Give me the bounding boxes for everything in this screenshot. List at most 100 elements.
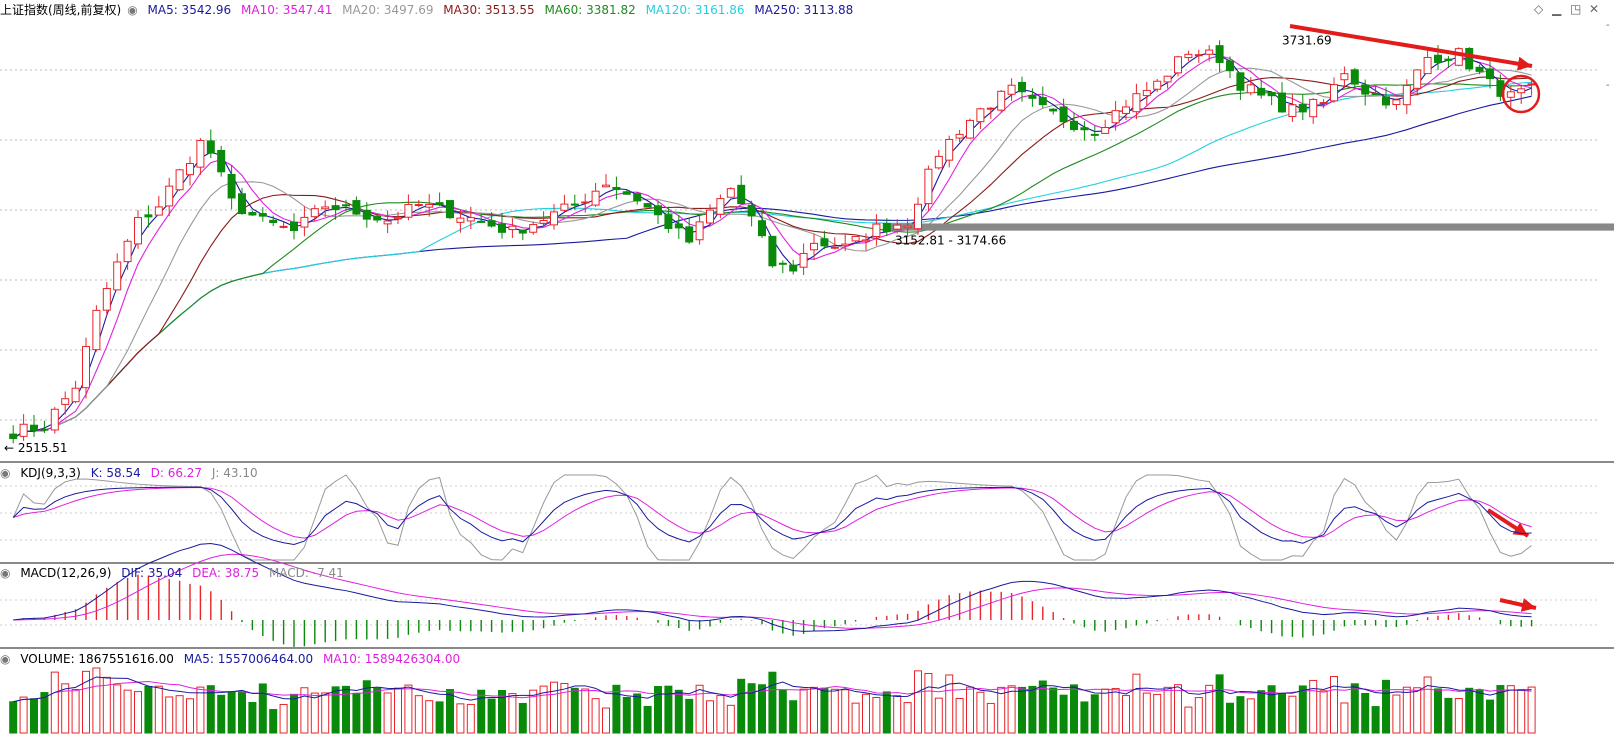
volume-bar bbox=[321, 692, 330, 734]
candle-body bbox=[778, 262, 787, 265]
volume-bar bbox=[539, 685, 548, 734]
candle-body bbox=[9, 433, 18, 440]
candle-body bbox=[529, 224, 538, 233]
volume-bar bbox=[518, 702, 527, 734]
candle-body bbox=[674, 223, 683, 229]
candle-body bbox=[810, 242, 818, 251]
volume-bar bbox=[1142, 692, 1151, 734]
volume-bar bbox=[1454, 698, 1463, 734]
volume-bar bbox=[1038, 680, 1047, 734]
candle-body bbox=[955, 133, 964, 139]
candle-body bbox=[1059, 106, 1068, 123]
candle-body bbox=[1101, 127, 1110, 134]
volume-bar bbox=[477, 689, 486, 734]
scroll-tick: - bbox=[1606, 80, 1610, 91]
candle-body bbox=[1517, 88, 1526, 94]
candle-body bbox=[227, 173, 236, 199]
diamond-icon[interactable]: ◇ bbox=[1534, 2, 1544, 16]
candle-body bbox=[352, 200, 361, 215]
volume-bar bbox=[1018, 686, 1026, 734]
candle-body bbox=[966, 119, 974, 139]
candle-body bbox=[154, 206, 163, 216]
volume-bar bbox=[810, 686, 818, 734]
candle-body bbox=[1392, 99, 1401, 106]
macd-dea-line bbox=[13, 553, 1532, 629]
candle-body bbox=[1402, 84, 1411, 106]
ma120-line bbox=[12, 81, 1532, 440]
candle-body bbox=[685, 226, 694, 243]
volume-bar bbox=[1330, 676, 1338, 734]
candle-body bbox=[1132, 93, 1141, 113]
kdj-k-label: K: 58.54 bbox=[90, 466, 141, 480]
candle-body bbox=[1122, 106, 1130, 114]
candle-body bbox=[1527, 83, 1536, 86]
candle-body bbox=[539, 219, 548, 224]
volume-bar bbox=[768, 671, 777, 734]
candle-body bbox=[383, 220, 392, 225]
macd-dea-label: DEA: 38.75 bbox=[192, 566, 260, 580]
candle-body bbox=[664, 214, 673, 230]
volume-bar bbox=[643, 705, 652, 734]
ma10-label: MA10: 3547.41 bbox=[241, 3, 333, 17]
candle-body bbox=[71, 387, 80, 403]
volume-bar bbox=[352, 692, 361, 734]
candle-body bbox=[102, 288, 111, 311]
candle-body bbox=[446, 200, 454, 219]
candle-body bbox=[1454, 48, 1463, 66]
candle-body bbox=[456, 217, 465, 223]
volume-bar bbox=[248, 701, 257, 734]
candle-body bbox=[1465, 47, 1474, 70]
candle-body bbox=[768, 235, 777, 267]
volume-bar bbox=[758, 684, 766, 734]
volume-bar bbox=[1486, 699, 1494, 734]
candle-body bbox=[862, 239, 870, 242]
volume-bar bbox=[40, 692, 49, 734]
volume-bar bbox=[1226, 702, 1234, 734]
volume-bar bbox=[778, 689, 787, 734]
candle-body bbox=[1246, 84, 1255, 94]
macd-name: MACD(12,26,9) bbox=[20, 566, 112, 580]
minimize-icon[interactable]: ▁ bbox=[1552, 2, 1562, 16]
volume-bar bbox=[1257, 690, 1266, 734]
high-price-label: 3731.69 bbox=[1282, 33, 1332, 47]
macd-header: ◉ MACD(12,26,9) DIF: 35.04 DEA: 38.75 MA… bbox=[0, 566, 344, 580]
trend-arrow-main bbox=[1289, 24, 1533, 68]
volume-bar bbox=[830, 688, 839, 734]
volume-bar bbox=[1434, 688, 1442, 734]
candle-body bbox=[508, 225, 517, 231]
volume-bar bbox=[747, 683, 756, 734]
volume-bar bbox=[487, 698, 496, 734]
volume-bar bbox=[269, 709, 278, 734]
candle-body bbox=[1018, 81, 1026, 93]
kdj-name: KDJ(9,3,3) bbox=[20, 466, 81, 480]
volume-bar bbox=[1527, 686, 1536, 734]
candle-body bbox=[622, 191, 631, 195]
candle-body bbox=[903, 225, 912, 229]
candle-body bbox=[1506, 91, 1515, 98]
volume-bar bbox=[893, 695, 902, 734]
candle-body bbox=[342, 204, 350, 207]
candle-body bbox=[986, 107, 995, 110]
close-icon[interactable]: ✕ bbox=[1589, 2, 1600, 16]
volume-bar bbox=[383, 692, 392, 734]
volume-bar bbox=[1122, 695, 1130, 734]
volume-bar bbox=[154, 685, 163, 734]
candle-body bbox=[747, 204, 756, 217]
volume-bar bbox=[1184, 706, 1193, 734]
volume-bar bbox=[144, 686, 153, 734]
volume-bar bbox=[820, 687, 829, 734]
candle-body bbox=[633, 193, 642, 202]
volume-ma10-line bbox=[13, 681, 1532, 703]
volume-bar bbox=[695, 684, 704, 734]
volume-bar bbox=[685, 698, 694, 734]
volume-bar bbox=[1267, 685, 1276, 734]
candle-body bbox=[945, 138, 954, 161]
volume-bar bbox=[196, 686, 205, 734]
volume-bar bbox=[82, 670, 90, 734]
volume-bar bbox=[1049, 687, 1058, 734]
volume-bar bbox=[851, 702, 860, 734]
volume-bar bbox=[1278, 693, 1286, 734]
restore-icon[interactable]: ◳ bbox=[1570, 2, 1582, 16]
